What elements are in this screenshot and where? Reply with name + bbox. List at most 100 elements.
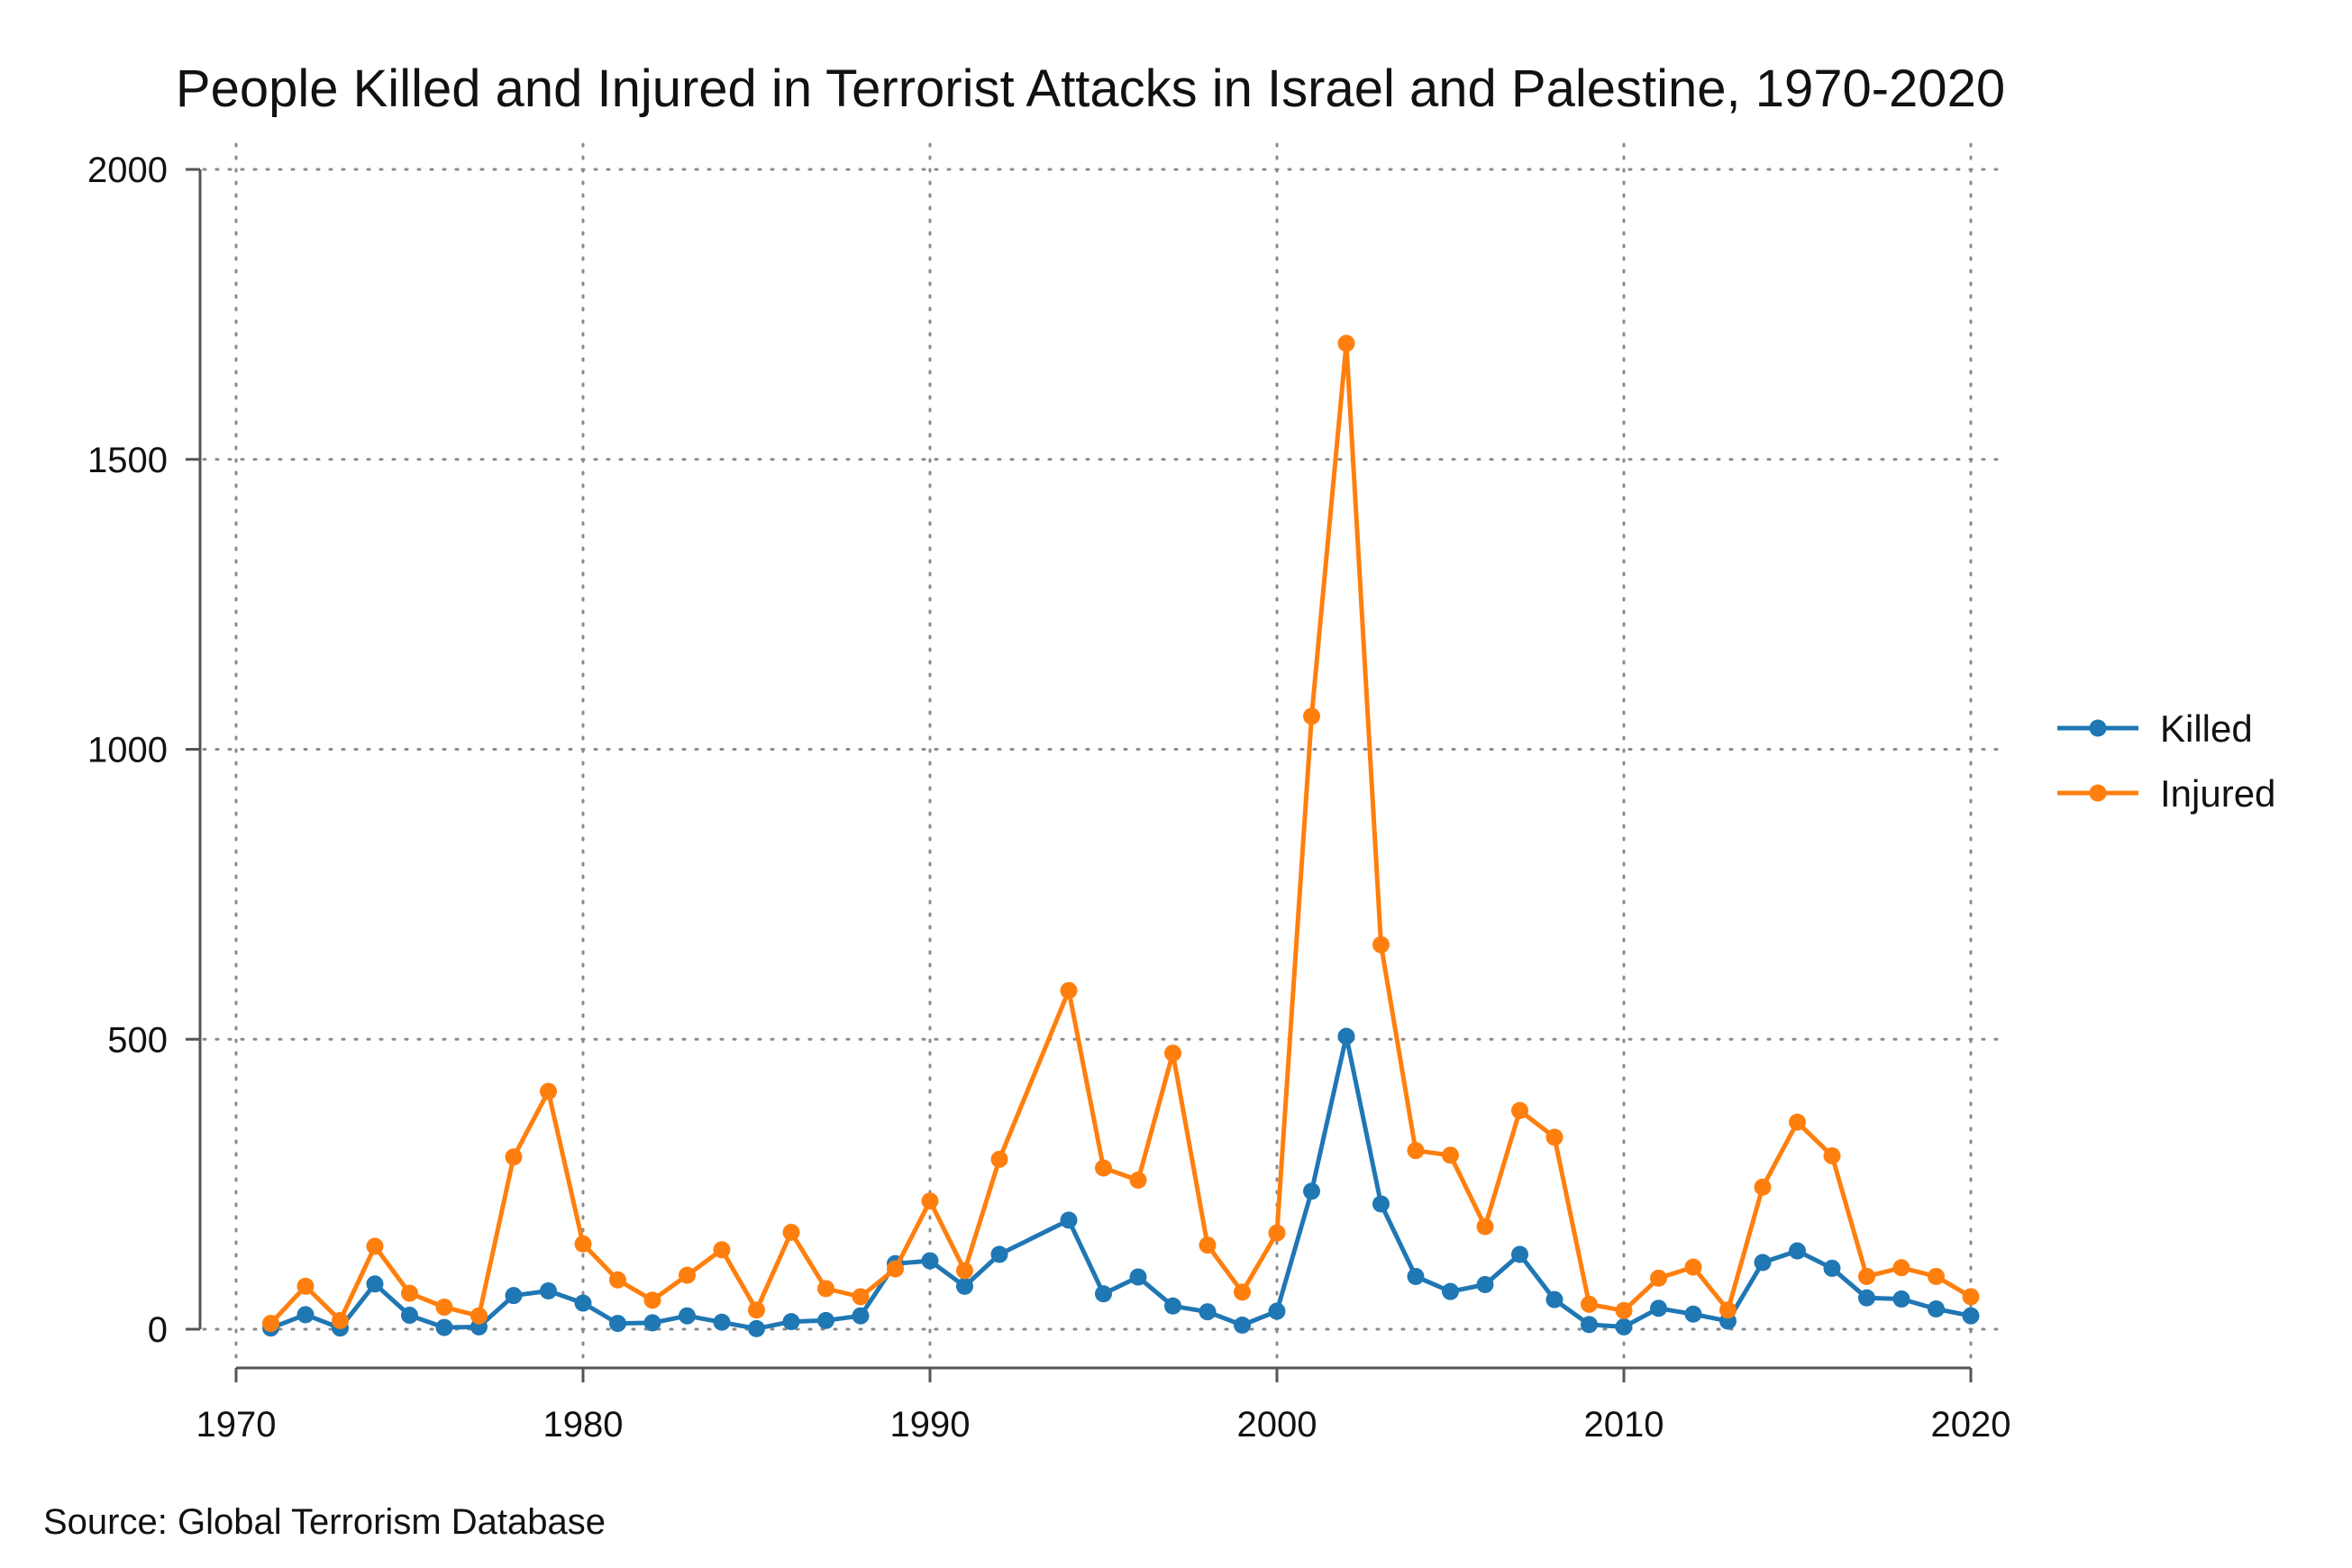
data-point (470, 1307, 488, 1325)
data-point (1545, 1290, 1563, 1308)
data-point (1892, 1290, 1910, 1308)
data-point (574, 1235, 592, 1253)
source-note: Source: Global Terrorism Database (43, 1502, 606, 1542)
data-point (1095, 1285, 1112, 1303)
legend-swatch-marker (2089, 784, 2107, 802)
series-line (269, 341, 1973, 1326)
data-point (713, 1313, 731, 1331)
data-point (296, 1277, 315, 1295)
data-point (401, 1307, 418, 1325)
series-killed (262, 1027, 1980, 1337)
data-point (1234, 1316, 1251, 1334)
x-tick-label: 1990 (890, 1405, 971, 1445)
data-point (1928, 1299, 1945, 1317)
data-point (852, 1307, 870, 1325)
data-point (1928, 1267, 1945, 1285)
data-point (1476, 1275, 1494, 1293)
data-point (1615, 1301, 1633, 1319)
y-tick-label: 1500 (87, 441, 168, 480)
data-point (990, 1150, 1008, 1168)
data-point (262, 1315, 279, 1333)
y-tick-label: 1000 (87, 731, 168, 770)
data-point (1581, 1295, 1598, 1313)
data-point (921, 1192, 939, 1210)
data-point (679, 1266, 696, 1284)
y-tick-label: 2000 (87, 150, 168, 190)
data-point (1823, 1147, 1841, 1165)
data-point (366, 1275, 384, 1293)
data-point (540, 1082, 557, 1100)
x-tick-label: 2020 (1931, 1405, 2011, 1445)
data-point (817, 1280, 834, 1298)
data-point (643, 1291, 661, 1309)
data-point (609, 1271, 626, 1289)
series-layer (262, 334, 1980, 1337)
data-point (1511, 1101, 1528, 1119)
data-point (1164, 1297, 1181, 1315)
axes: 1970 1980 1990 2000 2010 2020 0 500 1000 1500 2000 (87, 150, 2010, 1445)
data-point (1684, 1305, 1702, 1323)
data-point (1129, 1268, 1147, 1286)
data-point (748, 1319, 765, 1337)
data-point (1962, 1307, 1980, 1325)
data-point (1962, 1288, 1980, 1306)
data-point (1337, 1027, 1355, 1045)
data-point (1095, 1159, 1112, 1177)
data-point (366, 1237, 384, 1255)
data-point (332, 1311, 349, 1329)
data-point (1303, 707, 1320, 725)
data-point (609, 1315, 626, 1333)
data-point (1719, 1301, 1737, 1319)
data-point (1545, 1128, 1563, 1146)
data-point (956, 1262, 973, 1280)
data-point (1407, 1267, 1425, 1285)
y-tick-label: 500 (107, 1020, 168, 1060)
data-point (1199, 1303, 1217, 1321)
data-point (1407, 1142, 1425, 1160)
data-point (1164, 1044, 1181, 1062)
x-tick-label: 2000 (1237, 1405, 1317, 1445)
data-point (1754, 1253, 1772, 1272)
data-point (505, 1148, 523, 1166)
data-point (435, 1318, 453, 1336)
data-point (1754, 1178, 1772, 1196)
data-point (435, 1299, 453, 1317)
data-point (1476, 1217, 1494, 1235)
data-point (296, 1306, 315, 1324)
data-point (1823, 1259, 1841, 1277)
data-point (540, 1282, 557, 1300)
data-point (1303, 1182, 1320, 1200)
data-point (1129, 1171, 1147, 1190)
data-point (990, 1245, 1008, 1263)
data-point (1372, 935, 1390, 953)
data-point (1892, 1259, 1910, 1277)
data-point (1684, 1258, 1702, 1276)
data-point (1858, 1289, 1875, 1307)
y-tick-label: 0 (148, 1310, 168, 1350)
series-injured (262, 334, 1980, 1333)
legend-swatch-marker (2089, 719, 2107, 737)
data-point (921, 1252, 939, 1270)
data-point (852, 1288, 870, 1306)
legend-label: Killed (2160, 707, 2253, 750)
data-point (1615, 1317, 1633, 1336)
data-point (1581, 1316, 1598, 1334)
legend: Killed Injured (2057, 707, 2275, 815)
data-point (1511, 1245, 1528, 1263)
data-point (679, 1307, 696, 1325)
x-tick-label: 1970 (196, 1405, 277, 1445)
data-point (574, 1294, 592, 1312)
data-point (1337, 334, 1355, 352)
data-point (1858, 1267, 1875, 1285)
data-point (782, 1313, 800, 1331)
x-tick-label: 2010 (1584, 1405, 1664, 1445)
legend-label: Injured (2160, 772, 2275, 815)
data-point (887, 1260, 904, 1278)
data-point (1060, 981, 1078, 999)
data-point (401, 1284, 418, 1302)
data-point (1060, 1211, 1078, 1229)
data-point (1442, 1282, 1459, 1300)
data-point (1268, 1302, 1286, 1320)
series-line (269, 1034, 1972, 1331)
